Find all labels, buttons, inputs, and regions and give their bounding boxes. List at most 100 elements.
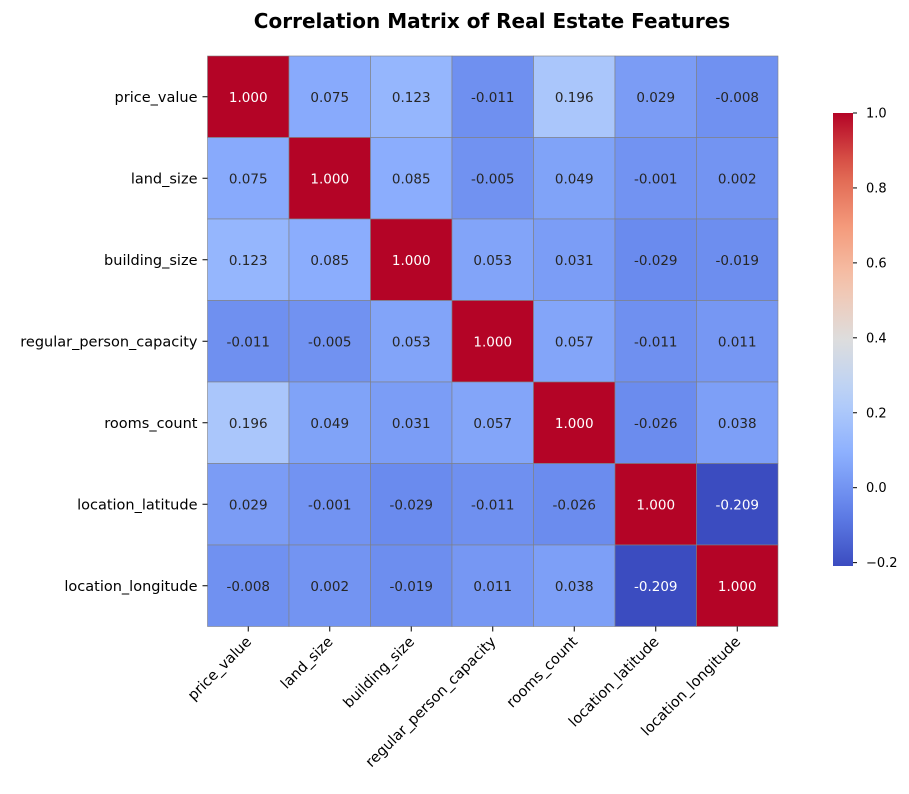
cell-value-label: 0.085 — [310, 253, 349, 269]
cell-value-label: -0.019 — [715, 253, 759, 269]
cell-value-label: 0.011 — [473, 579, 512, 595]
row-tick-marks — [202, 96, 208, 587]
heatmap-cell-2-3 — [451, 218, 534, 301]
heatmap-cell-3-6 — [696, 300, 779, 383]
heatmap-cell-2-0 — [207, 218, 290, 301]
row-labels: price_value land_size building_sizeregular… — [20, 90, 198, 595]
cell-value-label: 0.075 — [229, 171, 268, 187]
heatmap-cell-6-0 — [207, 544, 290, 627]
row-label: location_latitude — [77, 497, 197, 513]
heatmap-cell-1-6 — [696, 137, 779, 220]
cell-value-label: 1.000 — [229, 90, 268, 106]
colorbar-tick-label: −0.2 — [866, 556, 898, 571]
heatmap-cell-1-4 — [533, 137, 616, 220]
heatmap-cell-3-1 — [288, 300, 371, 383]
colorbar-gradient — [833, 113, 853, 566]
column-label: building_size — [341, 634, 418, 711]
column-label: regular_person_capacity — [363, 634, 500, 771]
cell-value-label: -0.011 — [634, 334, 678, 350]
cell-value-label: 1.000 — [473, 334, 512, 350]
heatmap-cell-3-0 — [207, 300, 290, 383]
column-label: land_size — [278, 634, 337, 693]
cell-value-label: 0.075 — [310, 90, 349, 106]
cell-value-label: -0.001 — [308, 497, 352, 513]
heatmap-cell-5-2 — [370, 463, 453, 546]
cell-value-label: -0.011 — [471, 497, 515, 513]
colorbar: 1.0 0.8 0.6 0.4 0.2 0.0 −0.2 — [833, 107, 898, 571]
heatmap-cell-2-5 — [614, 218, 697, 301]
cell-value-label: -0.019 — [389, 579, 433, 595]
heatmap-cell-4-6 — [696, 381, 779, 464]
colorbar-tick-label: 1.0 — [866, 107, 887, 122]
heatmap-cell-labels: 1.000 0.075 0.123 -0.011 0.196 0.029 -0.008 0.0… — [226, 90, 759, 595]
cell-value-label: -0.011 — [471, 90, 515, 106]
heatmap-cell-2-2 — [370, 218, 453, 301]
cell-value-label: 0.002 — [310, 579, 349, 595]
cell-value-label: -0.209 — [634, 579, 678, 595]
colorbar-tick-label: 0.6 — [866, 256, 887, 271]
cell-value-label: 1.000 — [718, 579, 757, 595]
cell-value-label: 0.057 — [473, 416, 512, 432]
cell-value-label: 0.053 — [473, 253, 512, 269]
colorbar-ticks: 1.0 0.8 0.6 0.4 0.2 0.0 −0.2 — [853, 107, 898, 571]
cell-value-label: 0.085 — [392, 171, 431, 187]
column-label: price_value — [185, 634, 255, 704]
heatmap-cells — [207, 55, 779, 627]
cell-value-label: -0.008 — [715, 90, 759, 106]
cell-value-label: 0.049 — [310, 416, 349, 432]
heatmap-cell-0-0 — [207, 55, 290, 138]
cell-value-label: 0.031 — [392, 416, 431, 432]
heatmap-cell-0-4 — [533, 55, 616, 138]
cell-value-label: 0.123 — [392, 90, 431, 106]
colorbar-tick-label: 0.8 — [866, 181, 887, 196]
cell-value-label: 0.053 — [392, 334, 431, 350]
cell-value-label: 0.038 — [555, 579, 594, 595]
cell-value-label: 1.000 — [310, 171, 349, 187]
heatmap-cell-6-3 — [451, 544, 534, 627]
colorbar-tick-label: 0.0 — [866, 481, 887, 496]
cell-value-label: 0.123 — [229, 253, 268, 269]
row-label: location_longitude — [64, 579, 197, 595]
column-label: rooms_count — [504, 634, 581, 711]
heatmap-cell-3-5 — [614, 300, 697, 383]
cell-value-label: 1.000 — [636, 497, 675, 513]
cell-value-label: 0.029 — [636, 90, 675, 106]
heatmap-cell-1-5 — [614, 137, 697, 220]
heatmap-cell-6-4 — [533, 544, 616, 627]
cell-value-label: 0.029 — [229, 497, 268, 513]
cell-value-label: -0.008 — [226, 579, 270, 595]
cell-value-label: -0.011 — [226, 334, 270, 350]
column-tick-marks — [247, 626, 738, 632]
cell-value-label: 0.057 — [555, 334, 594, 350]
heatmap-cell-0-5 — [614, 55, 697, 138]
cell-value-label: 1.000 — [392, 253, 431, 269]
cell-value-label: -0.026 — [634, 416, 678, 432]
cell-value-label: -0.029 — [634, 253, 678, 269]
heatmap-cell-5-3 — [451, 463, 534, 546]
row-label: regular_person_capacity — [20, 334, 198, 350]
heatmap-cell-4-2 — [370, 381, 453, 464]
heatmap-cell-6-2 — [370, 544, 453, 627]
cell-value-label: 0.038 — [718, 416, 757, 432]
heatmap-cell-0-1 — [288, 55, 371, 138]
column-labels: price_value land_size building_sizeregular… — [185, 634, 744, 771]
heatmap-cell-4-0 — [207, 381, 290, 464]
cell-value-label: 0.031 — [555, 253, 594, 269]
heatmap-cell-1-2 — [370, 137, 453, 220]
row-label: price_value — [115, 90, 198, 106]
cell-value-label: -0.005 — [471, 171, 515, 187]
heatmap-cell-5-4 — [533, 463, 616, 546]
row-label: building_size — [104, 253, 198, 269]
colorbar-tick-label: 0.4 — [866, 331, 887, 346]
cell-value-label: -0.209 — [715, 497, 759, 513]
cell-value-label: -0.001 — [634, 171, 678, 187]
heatmap-cell-2-1 — [288, 218, 371, 301]
column-label: location_latitude — [566, 634, 663, 731]
heatmap-cell-5-1 — [288, 463, 371, 546]
heatmap-cell-2-4 — [533, 218, 616, 301]
row-label: land_size — [131, 171, 198, 187]
cell-value-label: 0.011 — [718, 334, 757, 350]
heatmap-cell-0-2 — [370, 55, 453, 138]
